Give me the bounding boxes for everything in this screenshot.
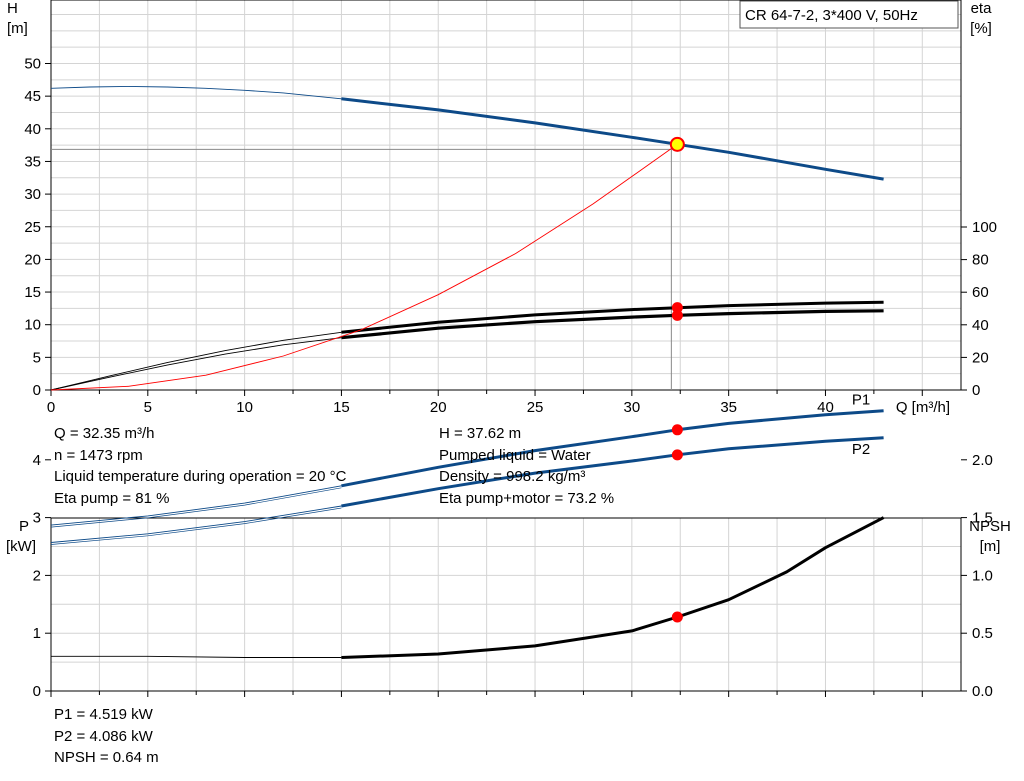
x-tick-label: 5	[144, 399, 152, 416]
x-tick-label: 10	[236, 399, 253, 416]
y-tick-label-right: 0	[972, 382, 980, 399]
y-tick-label-right: 20	[972, 349, 989, 366]
plot-frame-1	[50, 0, 962, 391]
y-tick-label-left: 4	[33, 452, 41, 469]
info-p1: P1 = 4.519 kW	[54, 706, 153, 723]
y-tick-label-left: 50	[24, 56, 41, 73]
info-eta-pump-motor: Eta pump+motor = 73.2 %	[439, 489, 615, 507]
x-tick-label: 0	[47, 399, 55, 416]
y-axis-label-left-unit: [kW]	[6, 538, 36, 555]
y-axis-label-left-unit: [m]	[7, 20, 28, 37]
y-tick-label-right: 80	[972, 252, 989, 269]
x-tick-label: 15	[333, 399, 350, 416]
y-tick-label-left: 3	[33, 510, 41, 527]
y-tick-label-left: 5	[33, 349, 41, 366]
y-tick-label-right: 1.5	[972, 510, 993, 527]
curve-thin-3	[50, 143, 678, 391]
info-right: H = 37.62 m Pumped liquid = Water Densit…	[439, 423, 614, 509]
x-tick-label: 35	[720, 399, 737, 416]
x-tick-label: 30	[624, 399, 641, 416]
curve-thick-2	[341, 516, 885, 659]
y-tick-label-left: 1	[33, 625, 41, 642]
info-head: H = 37.62 m	[439, 425, 522, 442]
y-tick-label-left: 0	[33, 382, 41, 399]
curve-thick-2	[341, 309, 884, 340]
x-tick-label: 40	[817, 399, 834, 416]
curve-thin-P2	[50, 505, 342, 543]
curve-thin-2	[50, 337, 342, 391]
chart-grid-2	[51, 518, 961, 691]
y-axis-label-right: eta	[971, 0, 993, 17]
y-axis-label-right: NPSH	[969, 518, 1011, 535]
y-tick-label-left: 2	[33, 567, 41, 584]
y-tick-label-right: 40	[972, 317, 989, 334]
curve-thick-P2	[341, 436, 884, 508]
y-tick-label-right: 2.0	[972, 452, 993, 469]
operating-point-marker	[671, 302, 683, 314]
curve-thick-0	[341, 97, 884, 181]
curve-thin-shadow	[50, 507, 342, 545]
y-tick-label-left: 35	[24, 153, 41, 170]
info-p2: P2 = 4.086 kW	[54, 727, 153, 745]
chart-grid-1	[51, 0, 961, 390]
y-axis-label-right-unit: [m]	[980, 538, 1001, 555]
info-q: Q = 32.35 m³/h	[54, 425, 155, 442]
y-tick-label-right: 0.5	[972, 625, 993, 642]
curve-thin-0	[50, 85, 342, 100]
curve-thin-2	[51, 655, 342, 658]
y-tick-label-right: 1.0	[972, 567, 993, 584]
y-tick-label-left: 15	[24, 284, 41, 301]
y-tick-label-left: 20	[24, 251, 41, 268]
info-npsh: NPSH = 0.64 m	[54, 749, 159, 766]
info-left: Q = 32.35 m³/h n = 1473 rpm Liquid tempe…	[54, 423, 346, 509]
y-tick-label-right: 0.0	[972, 683, 993, 700]
info-eta-pump: Eta pump = 81 %	[54, 489, 170, 507]
y-tick-label-left: 0	[33, 683, 41, 700]
y-tick-label-right: 60	[972, 284, 989, 301]
y-axis-label-left: H	[7, 0, 18, 17]
y-tick-label-left: 45	[24, 88, 41, 105]
chart-title: CR 64-7-2, 3*400 V, 50Hz	[745, 7, 918, 24]
operating-point-marker	[671, 611, 683, 623]
legend-p2: P2	[852, 441, 870, 458]
x-tick-label: 25	[527, 399, 544, 416]
curve-thin-P1	[50, 485, 342, 526]
operating-point-marker	[671, 424, 683, 436]
curve-thin-1	[50, 331, 342, 391]
info-liquid-temperature: Liquid temperature during operation = 20…	[54, 468, 347, 485]
legend-p1: P1	[852, 392, 870, 409]
info-speed: n = 1473 rpm	[54, 446, 143, 464]
y-axis-label-left: P	[19, 518, 29, 535]
y-tick-label-right: 100	[972, 219, 997, 236]
info-density: Density = 998.2 kg/m³	[439, 468, 586, 485]
y-axis-label-right-unit: [%]	[970, 20, 992, 37]
title-box	[739, 0, 959, 29]
y-tick-label-left: 10	[24, 317, 41, 334]
x-tick-label: 20	[430, 399, 447, 416]
info-bottom: P1 = 4.519 kW P2 = 4.086 kW NPSH = 0.64 …	[54, 704, 159, 769]
y-tick-label-left: 25	[24, 219, 41, 236]
curve-thin-shadow	[50, 487, 342, 528]
operating-point-marker	[671, 309, 683, 321]
info-pumped-liquid: Pumped liquid = Water	[439, 446, 591, 464]
curve-thick-P1	[341, 409, 884, 488]
y-tick-label-left: 30	[24, 186, 41, 203]
x-axis-label: Q [m³/h]	[896, 399, 950, 416]
curve-thick-1	[341, 300, 884, 334]
plot-frame-2	[50, 517, 962, 692]
duty-point-marker	[669, 136, 685, 152]
y-tick-label-left: 40	[24, 121, 41, 138]
operating-point-marker	[671, 449, 683, 461]
